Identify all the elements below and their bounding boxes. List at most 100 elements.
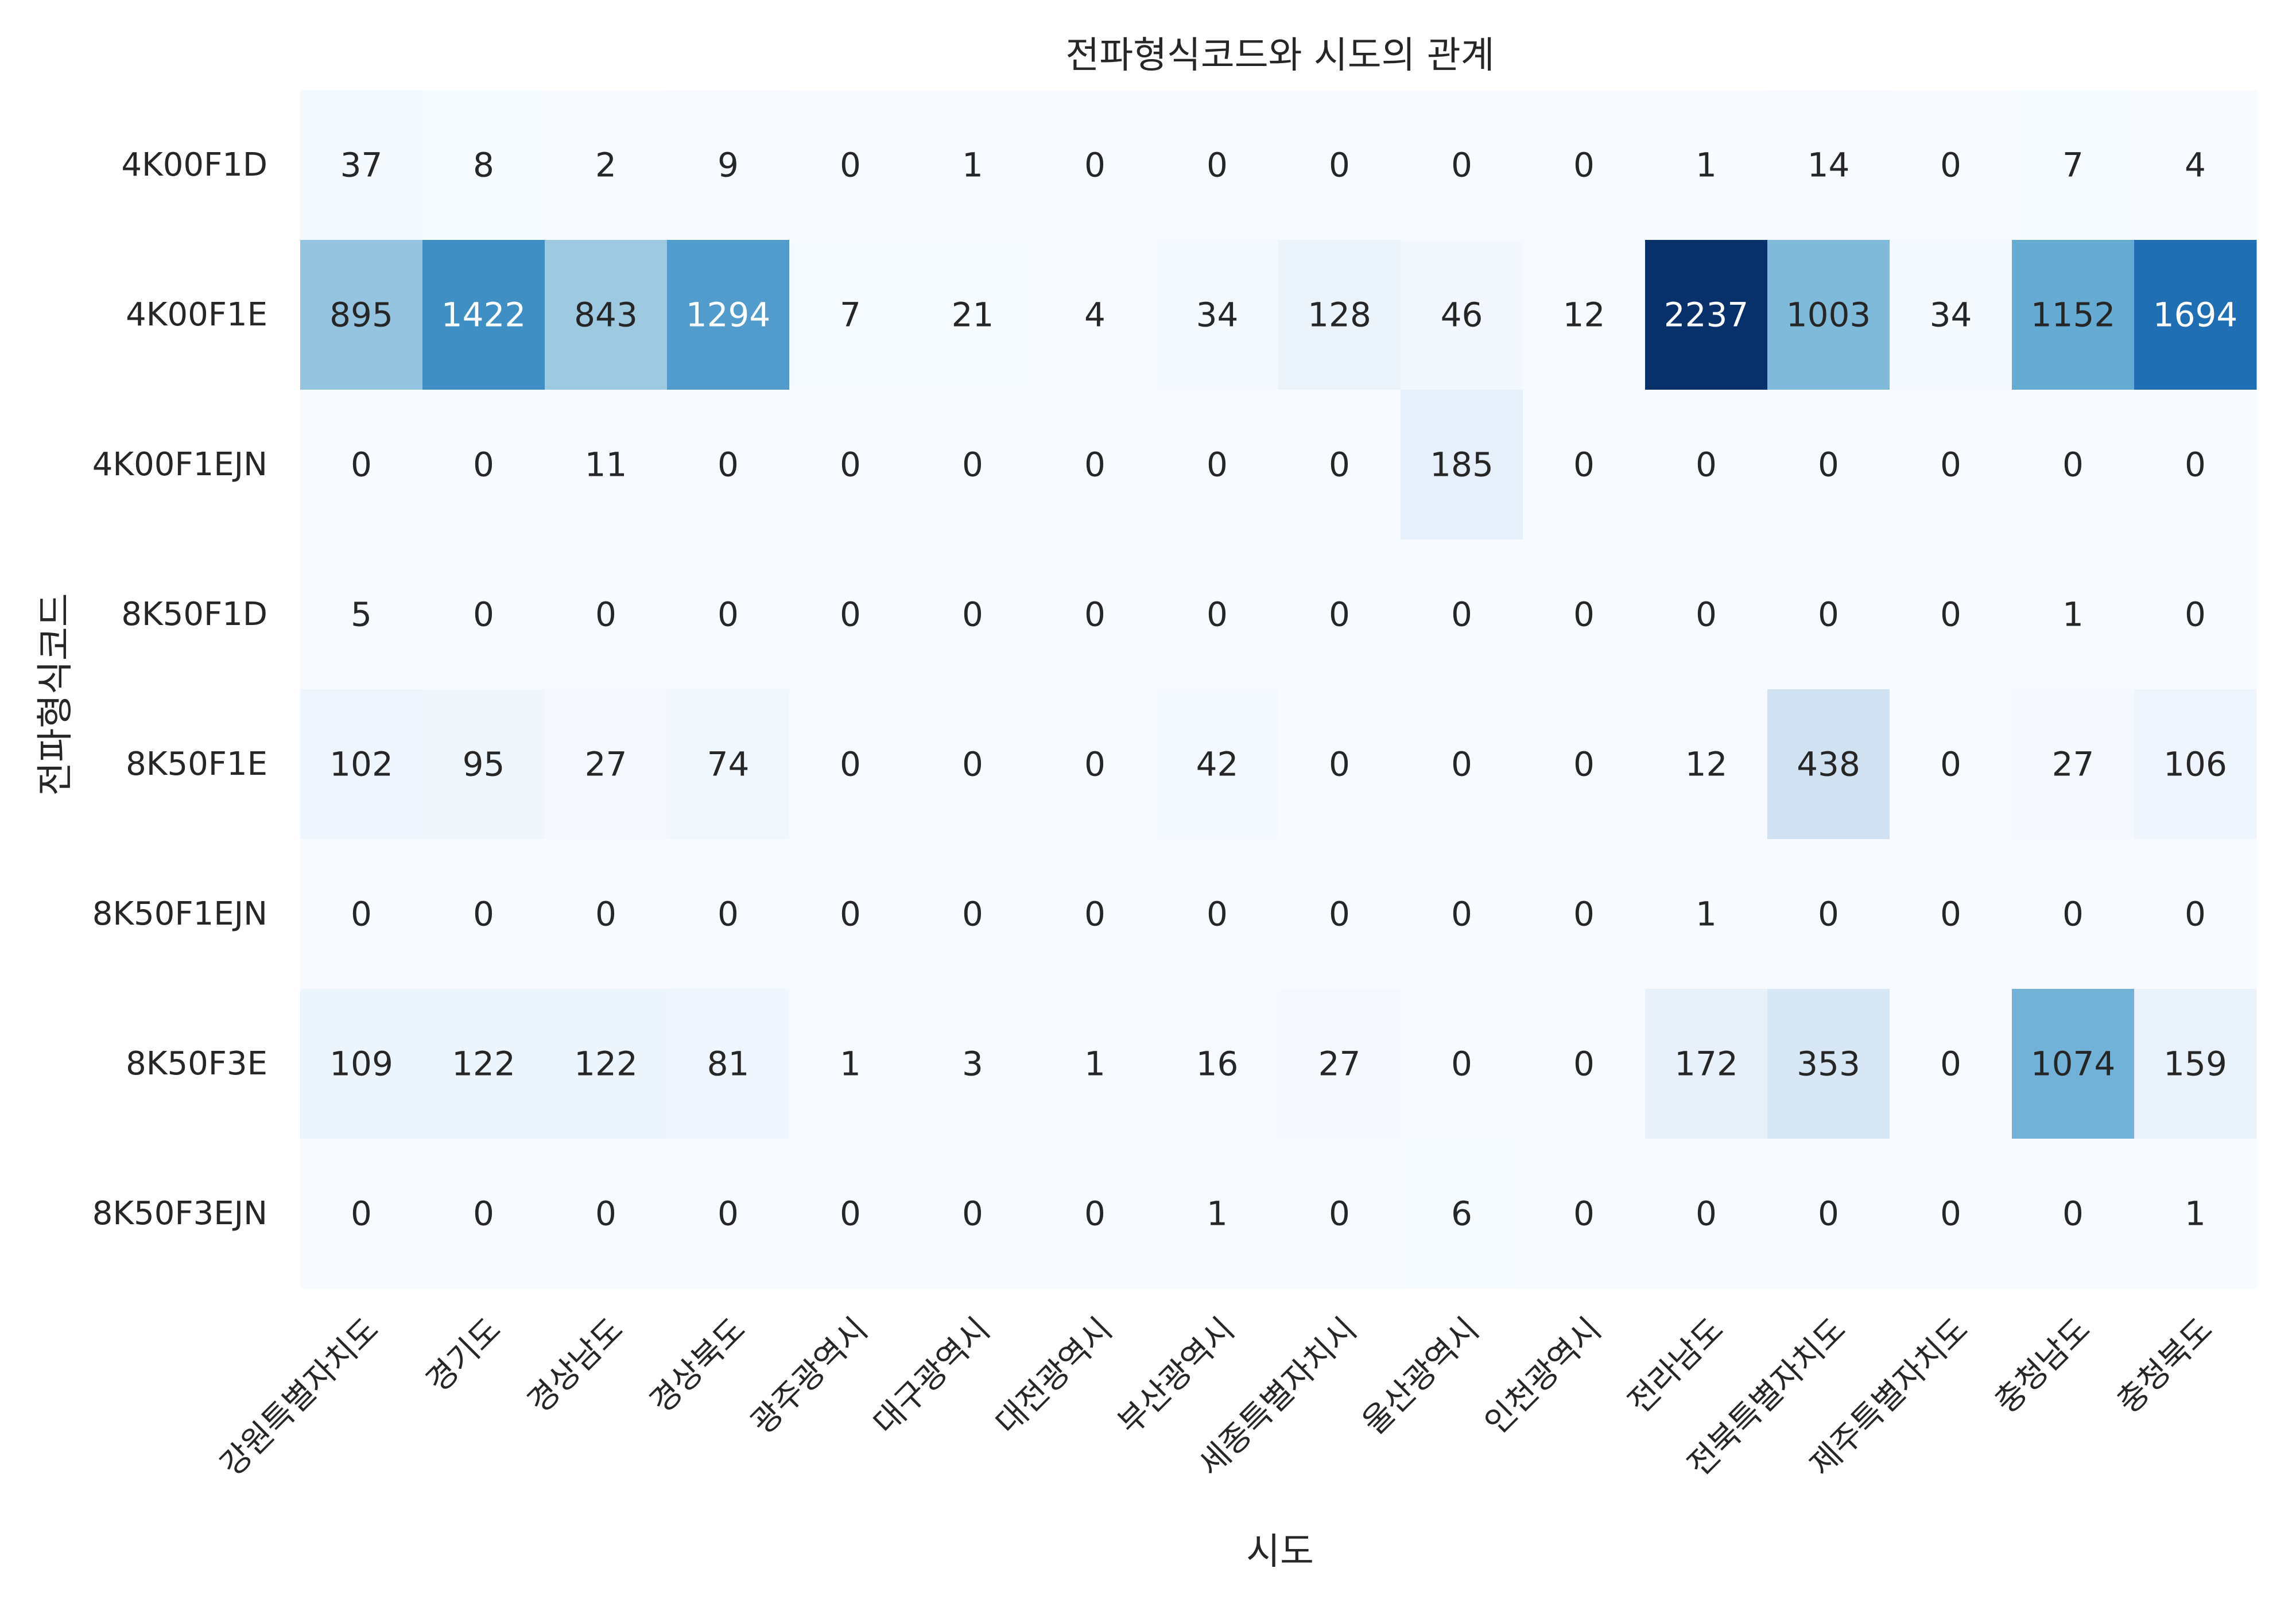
heatmap-cell — [667, 989, 790, 1139]
heatmap-cell — [1645, 689, 1768, 840]
heatmap-cell — [422, 539, 545, 690]
cell-value-label: 4 — [1084, 296, 1106, 335]
heatmap-cell — [667, 1139, 790, 1289]
y-tick-label: 4K00F1EJN — [92, 446, 267, 483]
heatmap-cell — [2012, 539, 2135, 690]
heatmap-cell — [545, 689, 668, 840]
heatmap-cell — [545, 240, 668, 390]
heatmap-cell — [1278, 689, 1401, 840]
cell-value-label: 27 — [2052, 745, 2095, 784]
heatmap-cell — [2012, 689, 2135, 840]
heatmap-cell — [1034, 1139, 1157, 1289]
cell-value-label: 0 — [1940, 146, 1961, 185]
cell-value-label: 0 — [1084, 445, 1106, 484]
heatmap-cell — [1401, 390, 1523, 540]
cell-value-label: 6 — [1451, 1194, 1472, 1233]
heatmap-cell — [667, 90, 790, 240]
cell-value-label: 5 — [351, 595, 372, 634]
cell-value-label: 0 — [1573, 1194, 1595, 1233]
heatmap-cell — [2012, 839, 2135, 989]
cell-value-label: 16 — [1196, 1045, 1239, 1084]
heatmap-cell — [300, 390, 423, 540]
heatmap-cell — [422, 390, 545, 540]
heatmap-cell — [789, 390, 912, 540]
cell-value-label: 0 — [718, 595, 739, 634]
heatmap-cell — [2134, 539, 2257, 690]
heatmap-cell — [1645, 1139, 1768, 1289]
cell-value-label: 0 — [1329, 595, 1350, 634]
cell-value-label: 109 — [329, 1045, 393, 1084]
cell-value-label: 0 — [1573, 445, 1595, 484]
cell-value-label: 0 — [840, 745, 861, 784]
heatmap-cell — [2012, 90, 2135, 240]
heatmap-cell — [422, 989, 545, 1139]
heatmap-cell — [422, 90, 545, 240]
heatmap-cell — [2134, 90, 2257, 240]
heatmap-cell — [667, 689, 790, 840]
cell-value-label: 1 — [1696, 895, 1717, 934]
heatmap-cell — [1767, 1139, 1890, 1289]
cell-value-label: 0 — [1207, 595, 1228, 634]
cell-value-label: 0 — [1084, 1194, 1106, 1233]
cell-value-label: 1 — [1207, 1194, 1228, 1233]
cell-value-label: 12 — [1563, 296, 1605, 335]
heatmap-cell — [912, 539, 1034, 690]
y-tick-label: 8K50F3E — [126, 1045, 267, 1082]
heatmap-cell — [2012, 1139, 2135, 1289]
heatmap-cell — [1034, 240, 1157, 390]
cell-value-label: 1294 — [686, 296, 771, 335]
heatmap-cell — [545, 1139, 668, 1289]
cell-value-label: 159 — [2163, 1045, 2227, 1084]
cell-value-label: 843 — [574, 296, 638, 335]
heatmap-cell — [545, 90, 668, 240]
cell-value-label: 0 — [1696, 445, 1717, 484]
cell-value-label: 0 — [840, 1194, 861, 1233]
heatmap-cell — [300, 839, 423, 989]
heatmap-cell — [1767, 839, 1890, 989]
y-tick-label: 4K00F1D — [121, 146, 267, 184]
cell-value-label: 0 — [1207, 146, 1228, 185]
heatmap-cell — [1278, 1139, 1401, 1289]
heatmap-cell — [1523, 539, 1646, 690]
heatmap-cell — [1401, 839, 1523, 989]
heatmap-cell — [1890, 240, 2012, 390]
heatmap-cell — [1278, 839, 1401, 989]
heatmap-cell — [1401, 689, 1523, 840]
heatmap-cell — [789, 839, 912, 989]
cell-value-label: 0 — [840, 895, 861, 934]
heatmap-cell — [300, 90, 423, 240]
heatmap-cell — [1767, 90, 1890, 240]
cell-value-label: 0 — [595, 595, 616, 634]
cell-value-label: 1152 — [2031, 296, 2116, 335]
cell-value-label: 0 — [1329, 745, 1350, 784]
cell-value-label: 353 — [1797, 1045, 1860, 1084]
cell-value-label: 102 — [329, 745, 393, 784]
heatmap-cell — [1890, 539, 2012, 690]
heatmap-cell — [2134, 689, 2257, 840]
cell-value-label: 7 — [840, 296, 861, 335]
cell-value-label: 0 — [351, 895, 372, 934]
cell-value-label: 0 — [473, 595, 494, 634]
heatmap-cell — [300, 689, 423, 840]
heatmap-cell — [1156, 989, 1279, 1139]
chart-title: 전파형식코드와 시도의 관계 — [1065, 34, 1494, 77]
cell-value-label: 0 — [1940, 1045, 1961, 1084]
heatmap-cell — [1523, 90, 1646, 240]
cell-value-label: 0 — [1818, 595, 1839, 634]
cell-value-label: 0 — [1818, 445, 1839, 484]
cell-value-label: 27 — [585, 745, 627, 784]
heatmap-cell — [545, 390, 668, 540]
cell-value-label: 0 — [1940, 445, 1961, 484]
cell-value-label: 1074 — [2031, 1045, 2116, 1084]
heatmap-cell — [545, 989, 668, 1139]
heatmap-cell — [545, 539, 668, 690]
cell-value-label: 0 — [962, 895, 983, 934]
heatmap-cell — [1156, 839, 1279, 989]
heatmap-cell — [1401, 90, 1523, 240]
cell-value-label: 9 — [718, 146, 739, 185]
heatmap-cell — [1645, 989, 1768, 1139]
heatmap-cell — [667, 240, 790, 390]
heatmap-cell — [1034, 839, 1157, 989]
